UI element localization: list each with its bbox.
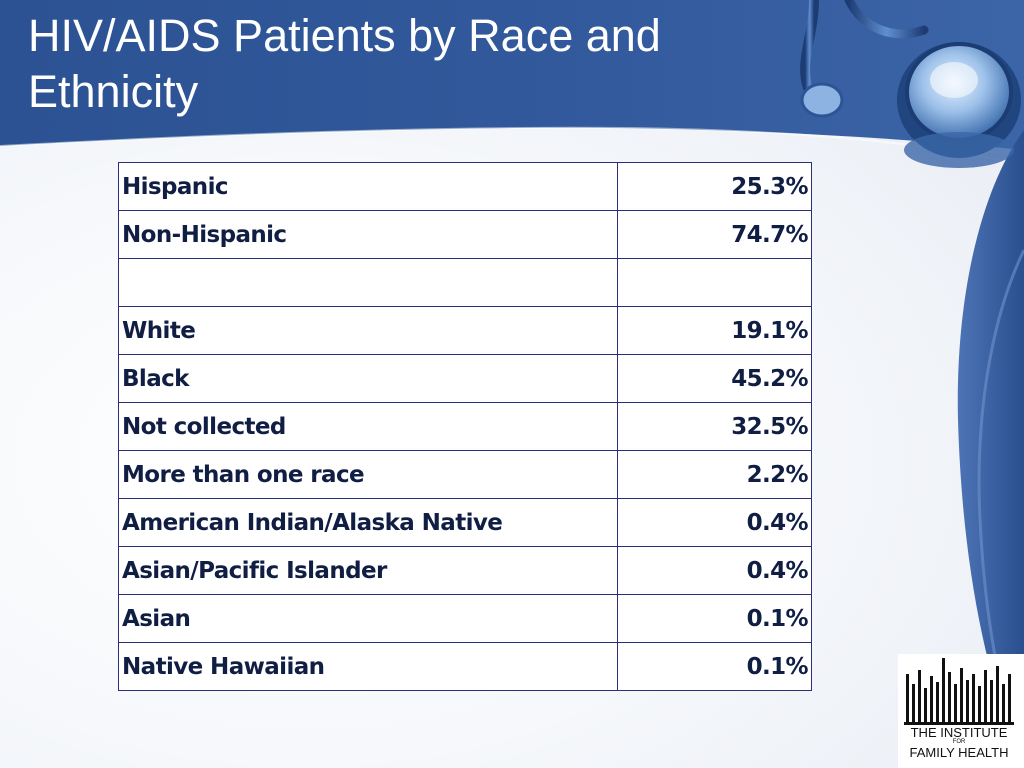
- row-label: White: [118, 306, 618, 355]
- row-value: 0.1%: [617, 642, 812, 691]
- row-value: 2.2%: [617, 450, 812, 499]
- table-row: American Indian/Alaska Native 0.4%: [118, 498, 812, 547]
- row-value: 0.4%: [617, 546, 812, 595]
- slide-title: HIV/AIDS Patients by Race and Ethnicity: [28, 10, 661, 117]
- row-value: 0.1%: [617, 594, 812, 643]
- table-row: Asian 0.1%: [118, 594, 812, 643]
- table-row: White 19.1%: [118, 306, 812, 355]
- row-label: [118, 258, 618, 307]
- row-label: Asian/Pacific Islander: [118, 546, 618, 595]
- logo-text-line2: FOR: [952, 739, 966, 745]
- row-value: [617, 258, 812, 307]
- row-label: Native Hawaiian: [118, 642, 618, 691]
- row-label: American Indian/Alaska Native: [118, 498, 618, 547]
- institute-logo: THE INSTITUTE FOR FAMILY HEALTH: [898, 654, 1024, 768]
- row-value: 25.3%: [617, 162, 812, 211]
- table-row: Not collected 32.5%: [118, 402, 812, 451]
- table-row: More than one race 2.2%: [118, 450, 812, 499]
- race-ethnicity-table: Hispanic 25.3% Non-Hispanic 74.7% White 19.1%…: [118, 162, 812, 691]
- row-label: Not collected: [118, 402, 618, 451]
- stethoscope-icon: [800, 0, 1021, 168]
- logo-text-line3: FAMILY HEALTH: [909, 745, 1009, 760]
- table-row: [118, 258, 812, 307]
- row-label: Black: [118, 354, 618, 403]
- row-value: 74.7%: [617, 210, 812, 259]
- table-row: Hispanic 25.3%: [118, 162, 812, 211]
- row-label: Asian: [118, 594, 618, 643]
- row-value: 32.5%: [617, 402, 812, 451]
- logo-text-line1: THE INSTITUTE: [910, 725, 1008, 740]
- logo-mark: [904, 658, 1014, 725]
- table-row: Non-Hispanic 74.7%: [118, 210, 812, 259]
- row-label: Non-Hispanic: [118, 210, 618, 259]
- table-row: Native Hawaiian 0.1%: [118, 642, 812, 691]
- row-label: Hispanic: [118, 162, 618, 211]
- table-row: Asian/Pacific Islander 0.4%: [118, 546, 812, 595]
- row-label: More than one race: [118, 450, 618, 499]
- row-value: 0.4%: [617, 498, 812, 547]
- row-value: 19.1%: [617, 306, 812, 355]
- table-row: Black 45.2%: [118, 354, 812, 403]
- table-body: Hispanic 25.3% Non-Hispanic 74.7% White 19.1%…: [118, 162, 812, 691]
- row-value: 45.2%: [617, 354, 812, 403]
